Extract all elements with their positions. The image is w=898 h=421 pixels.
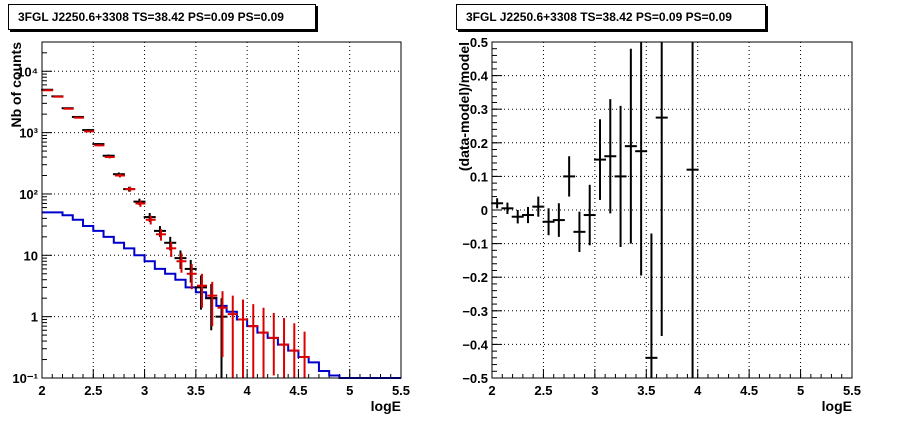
y-tick-label: 10⁻¹	[12, 371, 38, 386]
x-tick-label: 5.5	[843, 383, 861, 398]
y-axis-label: (data-model)/model	[456, 42, 472, 171]
plot-frame	[491, 41, 853, 379]
y-tick-label: 10²	[19, 187, 38, 202]
x-tick-label: 4	[694, 383, 702, 398]
y-axis-label: Nb of counts	[8, 42, 24, 128]
y-tick-label: −0.3	[462, 304, 488, 319]
x-tick-label: 5	[797, 383, 804, 398]
y-tick-label: −0.4	[462, 337, 488, 352]
x-tick-label: 2	[38, 383, 45, 398]
x-axis-label: logE	[822, 398, 852, 414]
y-tick-label: 0.4	[470, 69, 489, 84]
plot-frame	[41, 41, 402, 379]
y-tick-label: 0.2	[470, 136, 488, 151]
x-tick-label: 3.5	[637, 383, 655, 398]
x-axis-label: logE	[371, 398, 401, 414]
y-tick-label: 0.1	[470, 169, 488, 184]
left-panel-title: 3FGL J2250.6+3308 TS=38.42 PS=0.09 PS=0.…	[8, 4, 316, 30]
x-tick-label: 2.5	[534, 383, 552, 398]
x-tick-label: 4.5	[289, 383, 307, 398]
x-tick-label: 4	[244, 383, 252, 398]
y-tick-label: 1	[31, 310, 38, 325]
y-tick-label: 10⁴	[17, 64, 38, 79]
right-panel-residuals: 2 2.5 3 3.5 4 4.5 5 5.5 −0.5 −0.4 −0.3 −0.2 −0.1 0 0.1…	[456, 35, 861, 414]
x-tick-label: 3	[591, 383, 598, 398]
left-panel-counts: 2 2.5 3 3.5 4 4.5 5 5.5 10⁻¹ 1 10 10² 10³ 10⁴ logE Nb o…	[8, 41, 410, 414]
x-tick-label: 2.5	[84, 383, 102, 398]
y-tick-label: 0.5	[470, 35, 488, 50]
y-tick-label: −0.5	[462, 371, 488, 386]
x-tick-label: 3	[141, 383, 148, 398]
x-tick-label: 5.5	[392, 383, 410, 398]
x-tick-label: 3.5	[187, 383, 205, 398]
x-tick-label: 2	[488, 383, 495, 398]
x-tick-label: 5	[346, 383, 353, 398]
y-tick-label: 0.3	[470, 102, 488, 117]
y-tick-label: −0.2	[462, 270, 488, 285]
y-tick-label: 10³	[19, 126, 38, 141]
y-tick-label: 10	[24, 248, 38, 263]
y-tick-label: −0.1	[462, 237, 488, 252]
x-tick-label: 4.5	[740, 383, 758, 398]
right-panel-title: 3FGL J2250.6+3308 TS=38.42 PS=0.09 PS=0.…	[456, 4, 766, 30]
y-tick-label: 0	[481, 203, 488, 218]
